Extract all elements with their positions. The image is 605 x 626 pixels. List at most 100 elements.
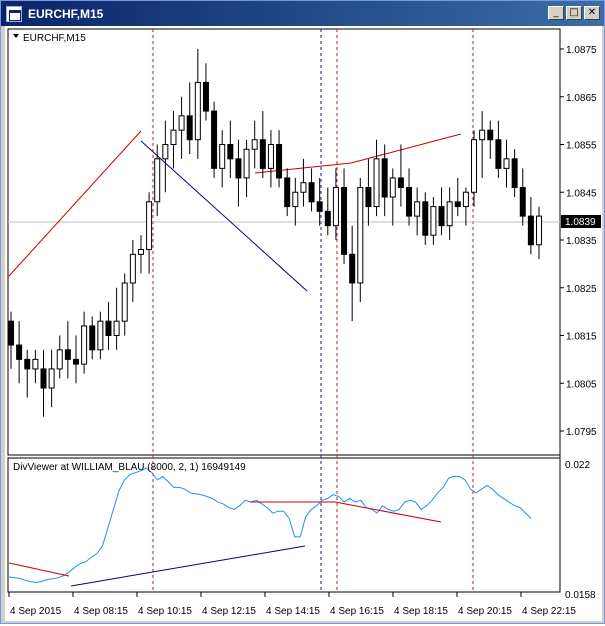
candle-body-bear (64, 349, 71, 360)
time-tick-label: 4 Sep 14:15 (266, 606, 320, 617)
candle-body-bull (97, 320, 104, 351)
dropdown-triangle-icon (13, 34, 19, 38)
indicator-label: DivViewer at WILLIAM_BLAU (8000, 2, 1) 1… (13, 462, 246, 473)
window-title: EURCHF,M15 (28, 6, 104, 21)
vertical-lines (152, 29, 474, 592)
candle-body-bull (536, 215, 542, 246)
candle-body-bull (219, 144, 226, 169)
price-tick-label: 1.0845 (566, 188, 597, 199)
candle-body-bull (146, 201, 153, 251)
candle-body-bear (284, 177, 291, 208)
divergence-lines-oscillator (8, 501, 442, 587)
candle-body-bear (89, 325, 96, 351)
candle-body-bull (300, 182, 307, 193)
current-price-marker: 1.0839 (561, 215, 601, 228)
candle-body-bear (349, 253, 356, 284)
minimize-button[interactable]: _ (548, 6, 564, 20)
candle-body-bear (316, 201, 323, 212)
candle-body-bear (381, 158, 388, 198)
title-bar[interactable]: EURCHF,M15 _ □ ✕ (1, 1, 604, 26)
price-tick-label: 1.0875 (566, 45, 597, 56)
candle-body-bull (129, 253, 136, 284)
candle-body-bear (511, 158, 518, 188)
oscillator-divergence-line (70, 545, 306, 587)
candle-body-bull (373, 158, 380, 208)
candle-body-bull (170, 129, 177, 146)
candle-body-bull (194, 81, 201, 141)
candle-body-bear (324, 210, 331, 227)
symbol-label: EURCHF,M15 (23, 33, 86, 44)
price-tick-label: 1.0795 (566, 427, 597, 438)
candle-body-bear (24, 358, 31, 370)
divergence-line (8, 130, 142, 277)
candle-body-bull (137, 249, 144, 255)
candle-body-bear (487, 129, 494, 141)
candle-body-bull (414, 201, 421, 217)
candle-body-bull (81, 325, 88, 365)
candle-body-bear (40, 368, 47, 389)
candle-body-bear (519, 186, 526, 217)
candle-body-bear (186, 115, 193, 141)
candle-body-bear (72, 358, 79, 365)
candle-body-bull (162, 144, 169, 160)
candle-body-bull (154, 158, 161, 203)
indicator-scale-min: 0.0158 (565, 590, 596, 601)
oscillator-line (8, 467, 532, 584)
window-controls: _ □ ✕ (548, 6, 600, 20)
candle-body-bull (267, 144, 274, 169)
candle-body-bull (332, 186, 339, 227)
candlesticks (8, 49, 542, 417)
oscillator-panel[interactable] (7, 457, 561, 593)
candle-body-bull (357, 186, 364, 284)
divergence-line (350, 133, 462, 164)
candle-body-bull (479, 129, 486, 141)
time-tick-label: 4 Sep 22:15 (522, 606, 576, 617)
indicator-scale-max: 0.022 (565, 460, 590, 471)
price-tick-label: 1.0855 (566, 141, 597, 152)
price-panel[interactable] (7, 28, 561, 456)
candle-body-bear (422, 201, 429, 236)
candle-body-bull (32, 358, 39, 370)
candle-body-bear (495, 139, 502, 169)
time-tick-label: 4 Sep 08:15 (74, 606, 128, 617)
chart-canvas[interactable]: 1.0875 1.0865 1.0855 1.0845 1.0835 1.0825 1.08… (5, 26, 602, 621)
candle-body-bull (113, 320, 120, 336)
divergence-line (140, 140, 308, 292)
symbol-label-group: EURCHF,M15 (13, 33, 86, 44)
candle-body-bull (121, 282, 128, 322)
candle-body-bear (235, 158, 242, 179)
candle-body-bull (503, 158, 510, 169)
time-tick-label: 4 Sep 10:15 (138, 606, 192, 617)
candle-body-bear (259, 139, 266, 169)
price-tick-label: 1.0805 (566, 379, 597, 390)
candle-body-bull (251, 139, 258, 150)
candle-body-bull (462, 191, 469, 208)
oscillator-divergence-line (8, 562, 70, 577)
candle-body-bull (56, 349, 63, 370)
candle-body-bear (211, 110, 218, 169)
candle-body-bear (105, 320, 112, 336)
candle-body-bull (243, 148, 250, 179)
candle-body-bear (8, 320, 14, 346)
price-tick-label: 1.0815 (566, 332, 597, 343)
candle-body-bear (227, 144, 234, 160)
chart-area[interactable]: 1.0875 1.0865 1.0855 1.0845 1.0835 1.0825 1.08… (5, 26, 602, 621)
price-tick-label: 1.0825 (566, 284, 597, 295)
candle-body-bear (397, 177, 404, 188)
candle-body-bear (454, 201, 461, 208)
price-tick-label: 1.0865 (566, 93, 597, 104)
time-tick-label: 4 Sep 2015 (10, 606, 62, 617)
candle-body-bull (48, 368, 55, 389)
maximize-button[interactable]: □ (566, 6, 582, 20)
price-tick-label: 1.0835 (566, 236, 597, 247)
candle-body-bull (389, 177, 396, 198)
time-tick-label: 4 Sep 12:15 (202, 606, 256, 617)
candle-body-bear (527, 215, 534, 246)
candle-body-bull (471, 139, 478, 193)
oscillator-path (8, 467, 532, 584)
candle-body-bull (292, 191, 299, 208)
current-price-label: 1.0839 (565, 217, 596, 228)
candle-body-bull (178, 115, 185, 131)
close-button[interactable]: ✕ (584, 6, 600, 20)
